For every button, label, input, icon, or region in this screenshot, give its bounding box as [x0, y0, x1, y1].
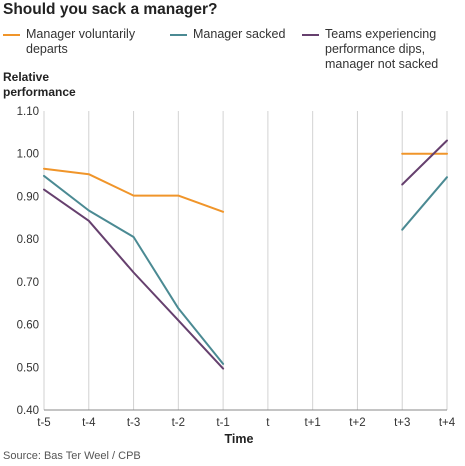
x-tick-label: t-5 — [37, 417, 50, 429]
y-tick-label: 0.50 — [17, 362, 39, 374]
legend-swatch-voluntary — [3, 34, 20, 36]
y-tick-label: 0.40 — [17, 405, 39, 417]
y-tick-label: 1.10 — [17, 106, 39, 118]
series-line-2-segment-2 — [401, 139, 448, 186]
legend-swatch-sacked — [170, 34, 187, 36]
series-line-2-segment-0 — [43, 188, 225, 370]
legend-item-not-sacked: Teams experiencing performance dips, man… — [302, 27, 438, 72]
x-tick-label: t-2 — [172, 417, 185, 429]
series-line-0-segment-0 — [43, 167, 225, 213]
x-tick-label: t+2 — [349, 417, 365, 429]
x-tick-label: t-4 — [82, 417, 96, 429]
series-line-1-segment-0 — [43, 174, 225, 365]
grid-lines — [43, 111, 448, 411]
legend-label-not-sacked: Teams experiencing performance dips, man… — [325, 27, 439, 71]
legend-item-sacked: Manager sacked — [170, 27, 285, 42]
chart-title: Should you sack a manager? — [3, 1, 218, 18]
series-line-1-segment-2 — [401, 176, 448, 231]
y-axis-label: Relative performance — [3, 70, 76, 99]
y-tick-label: 0.60 — [17, 320, 39, 332]
legend-item-voluntary: Manager voluntarily departs — [3, 27, 135, 57]
legend-label-voluntary: Manager voluntarily departs — [26, 27, 136, 56]
y-tick-label: 1.00 — [17, 149, 39, 161]
x-tick-label: t — [266, 417, 270, 429]
x-tick-label: t+4 — [439, 417, 456, 429]
y-tick-label: 0.80 — [17, 234, 39, 246]
x-tick-labels: t-5 t-4 t-3 t-2 t-1 t t+1 t+2 t+3 t+4 — [37, 417, 455, 429]
x-tick-label: t-3 — [127, 417, 140, 429]
x-tick-label: t+3 — [394, 417, 410, 429]
x-tick-label: t+1 — [305, 417, 321, 429]
x-tick-label: t-1 — [216, 417, 229, 429]
y-tick-label: 0.90 — [17, 191, 39, 203]
x-axis-label: Time — [225, 432, 254, 446]
series-lines — [43, 139, 448, 370]
y-tick-label: 0.70 — [17, 277, 39, 289]
source-note: Source: Bas Ter Weel / CPB — [3, 450, 141, 462]
legend-label-sacked: Manager sacked — [193, 27, 286, 41]
y-tick-labels: 0.40 0.50 0.60 0.70 0.80 0.90 1.00 1.10 — [17, 106, 39, 417]
legend-swatch-not-sacked — [302, 34, 319, 36]
